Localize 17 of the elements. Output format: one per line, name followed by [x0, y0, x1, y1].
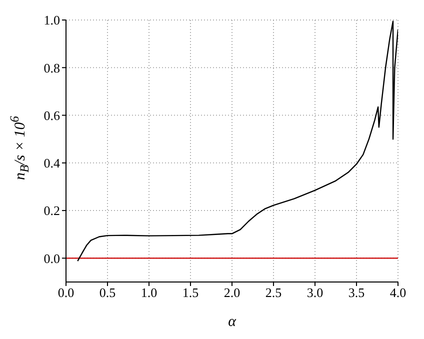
x-tick-label: 1.0	[140, 285, 158, 300]
x-tick-label: 0.0	[58, 285, 74, 300]
y-tick-label: 0.0	[44, 250, 60, 266]
line-series	[77, 20, 398, 262]
x-tick-label: 0.5	[99, 285, 116, 300]
y-tick-label: 0.2	[44, 203, 60, 218]
x-tick-label: 4.0	[390, 285, 406, 300]
x-tick-label: 3.0	[306, 285, 324, 300]
y-tick-label: 1.0	[44, 12, 60, 28]
x-axis-title: α	[228, 314, 238, 330]
x-tick-label: 2.0	[224, 285, 240, 300]
y-tick-label: 0.6	[44, 108, 60, 123]
x-tick-label: 2.5	[265, 285, 282, 300]
x-tick-label: 1.5	[182, 285, 199, 300]
x-tick-label: 3.5	[348, 285, 365, 300]
y-tick-label: 0.8	[44, 60, 60, 76]
y-tick-label: 0.4	[44, 156, 60, 171]
